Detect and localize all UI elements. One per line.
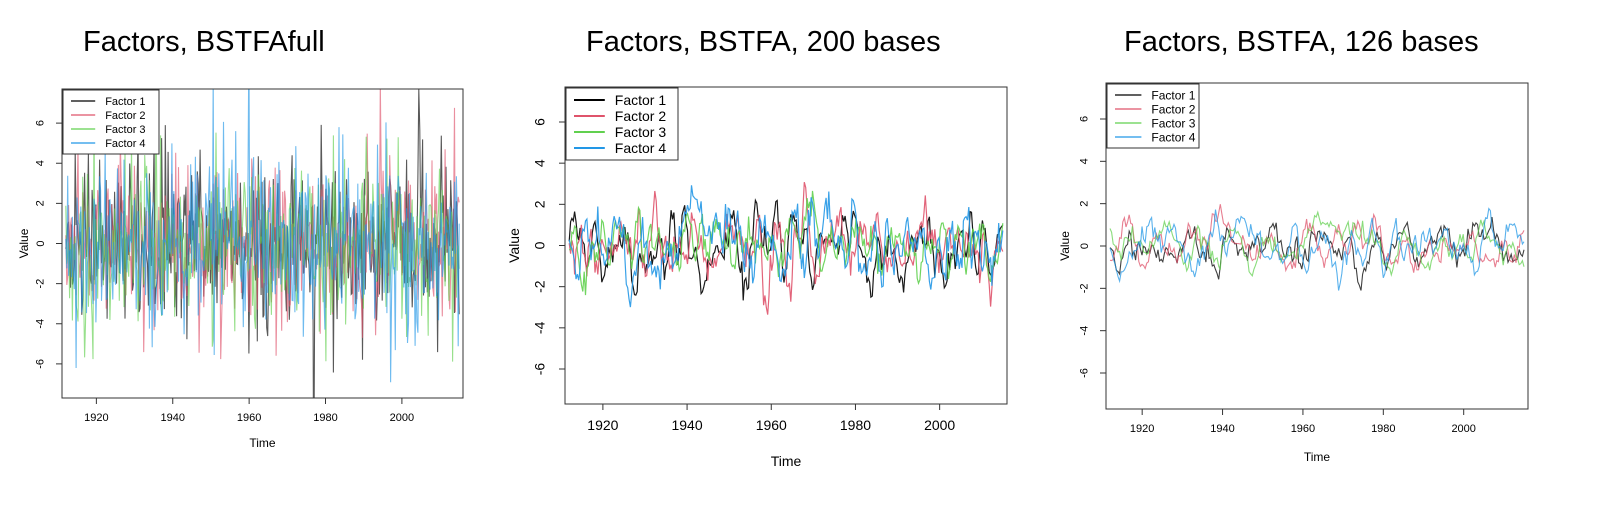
x-tick-label: 2000 bbox=[1451, 423, 1475, 435]
y-axis-label: Value bbox=[506, 228, 522, 263]
series-line-4 bbox=[65, 89, 460, 383]
legend-label: Factor 4 bbox=[1151, 130, 1195, 144]
legend-label: Factor 2 bbox=[1151, 102, 1195, 116]
y-tick-label: -6 bbox=[1079, 368, 1091, 378]
y-axis-label: Value bbox=[17, 228, 31, 258]
chart-svg: 1920 1940 1960 1980 2000 -6 -4 -2 0 2 4 6 Time Value F… bbox=[1058, 82, 1529, 464]
x-axis-label: Time bbox=[249, 436, 276, 450]
y-tick-label: 0 bbox=[532, 241, 548, 249]
legend-label: Factor 2 bbox=[615, 108, 667, 124]
chart-svg: 1920 1940 1960 1980 2000 -6 -4 -2 0 2 4 6 Time Value F… bbox=[506, 86, 1008, 469]
legend-label: Factor 1 bbox=[1151, 88, 1195, 102]
x-tick-label: 1960 bbox=[756, 417, 787, 433]
legend-label: Factor 2 bbox=[105, 110, 145, 122]
y-tick-label: 4 bbox=[532, 159, 548, 167]
y-axis-label: Value bbox=[1058, 231, 1072, 261]
legend-label: Factor 3 bbox=[1151, 116, 1195, 130]
y-tick-label: 6 bbox=[532, 118, 548, 126]
legend-label: Factor 4 bbox=[105, 138, 145, 150]
y-tick-label: 2 bbox=[532, 200, 548, 208]
y-tick-label: -6 bbox=[532, 363, 548, 376]
y-tick-label: -2 bbox=[35, 279, 47, 289]
y-tick-label: 2 bbox=[35, 200, 47, 206]
x-tick-label: 1980 bbox=[840, 417, 871, 433]
series-line-4 bbox=[1109, 207, 1525, 291]
x-tick-label: 1920 bbox=[84, 412, 108, 424]
x-tick-label: 1940 bbox=[161, 412, 185, 424]
x-axis-label: Time bbox=[1304, 450, 1331, 464]
y-tick-label: 6 bbox=[1079, 116, 1091, 122]
chart-panel-2: Factors, BSTFA, 200 bases 1920 1940 1960 19… bbox=[500, 0, 1040, 501]
x-tick-label: 1960 bbox=[1291, 423, 1315, 435]
y-tick-label: -2 bbox=[532, 280, 548, 293]
x-tick-label: 1980 bbox=[1371, 423, 1395, 435]
y-tick-label: -4 bbox=[35, 319, 47, 329]
series-line-3 bbox=[1109, 210, 1525, 277]
x-tick-label: 2000 bbox=[924, 417, 955, 433]
x-tick-label: 1920 bbox=[587, 417, 618, 433]
chart-title: Factors, BSTFA, 126 bases bbox=[1124, 26, 1479, 58]
chart-svg: 1920 1940 1960 1980 2000 -6 -4 -2 0 2 4 6 Time Value F… bbox=[17, 88, 464, 450]
x-tick-label: 1980 bbox=[313, 412, 337, 424]
y-tick-label: -6 bbox=[35, 359, 47, 369]
y-tick-label: 4 bbox=[35, 160, 47, 166]
x-tick-label: 2000 bbox=[390, 412, 414, 424]
y-tick-label: 4 bbox=[1079, 158, 1091, 164]
legend-label: Factor 3 bbox=[105, 124, 145, 136]
y-tick-label: -2 bbox=[1079, 283, 1091, 293]
chart-panel-3: Factors, BSTFA, 126 bases 1920 1940 1960 19… bbox=[1040, 0, 1580, 501]
y-tick-label: -4 bbox=[1079, 326, 1091, 336]
series-line-2 bbox=[1109, 204, 1525, 273]
x-tick-label: 1940 bbox=[671, 417, 702, 433]
legend-label: Factor 1 bbox=[105, 96, 145, 108]
legend-label: Factor 3 bbox=[615, 124, 667, 140]
y-tick-label: 6 bbox=[35, 120, 47, 126]
chart-title: Factors, BSTFAfull bbox=[83, 26, 325, 58]
x-tick-label: 1920 bbox=[1130, 423, 1154, 435]
x-axis-label: Time bbox=[771, 453, 802, 469]
series-line-1 bbox=[1109, 217, 1525, 291]
x-tick-label: 1960 bbox=[237, 412, 261, 424]
y-tick-label: 0 bbox=[35, 240, 47, 246]
y-tick-label: -4 bbox=[532, 321, 548, 334]
series-line-4 bbox=[568, 185, 1004, 308]
y-tick-label: 0 bbox=[1079, 243, 1091, 249]
legend-label: Factor 1 bbox=[615, 92, 667, 108]
chart-title: Factors, BSTFA, 200 bases bbox=[586, 26, 941, 58]
legend: Factor 1 Factor 2 Factor 3 Factor 4 bbox=[62, 89, 160, 155]
x-tick-label: 1940 bbox=[1210, 423, 1234, 435]
legend-label: Factor 4 bbox=[615, 140, 667, 156]
series-line-3 bbox=[568, 190, 1004, 296]
y-tick-label: 2 bbox=[1079, 201, 1091, 207]
chart-panel-1: Factors, BSTFAfull 1920 1940 1960 1980 2000 -… bbox=[0, 0, 520, 501]
